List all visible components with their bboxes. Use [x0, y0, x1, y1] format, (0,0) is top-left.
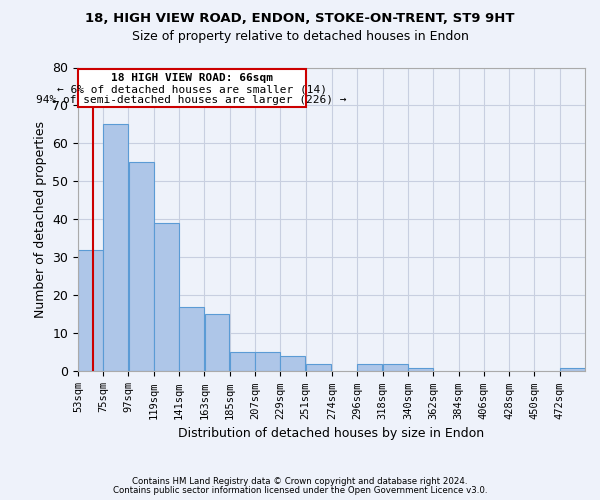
- X-axis label: Distribution of detached houses by size in Endon: Distribution of detached houses by size …: [178, 427, 484, 440]
- Bar: [103, 124, 128, 372]
- Bar: [383, 364, 408, 372]
- Bar: [78, 250, 103, 372]
- Bar: [205, 314, 229, 372]
- Text: ← 6% of detached houses are smaller (14): ← 6% of detached houses are smaller (14): [57, 84, 327, 94]
- Bar: [128, 162, 154, 372]
- Bar: [408, 368, 433, 372]
- Bar: [560, 368, 585, 372]
- Bar: [358, 364, 382, 372]
- Bar: [255, 352, 280, 372]
- Text: 18, HIGH VIEW ROAD, ENDON, STOKE-ON-TRENT, ST9 9HT: 18, HIGH VIEW ROAD, ENDON, STOKE-ON-TREN…: [85, 12, 515, 26]
- Bar: [280, 356, 305, 372]
- Y-axis label: Number of detached properties: Number of detached properties: [34, 121, 47, 318]
- Text: Size of property relative to detached houses in Endon: Size of property relative to detached ho…: [131, 30, 469, 43]
- Bar: [179, 307, 204, 372]
- Bar: [154, 224, 179, 372]
- Text: 18 HIGH VIEW ROAD: 66sqm: 18 HIGH VIEW ROAD: 66sqm: [111, 73, 273, 83]
- Text: 94% of semi-detached houses are larger (226) →: 94% of semi-detached houses are larger (…: [37, 95, 347, 105]
- Bar: [306, 364, 331, 372]
- FancyBboxPatch shape: [78, 70, 305, 108]
- Bar: [230, 352, 255, 372]
- Text: Contains HM Land Registry data © Crown copyright and database right 2024.: Contains HM Land Registry data © Crown c…: [132, 477, 468, 486]
- Text: Contains public sector information licensed under the Open Government Licence v3: Contains public sector information licen…: [113, 486, 487, 495]
